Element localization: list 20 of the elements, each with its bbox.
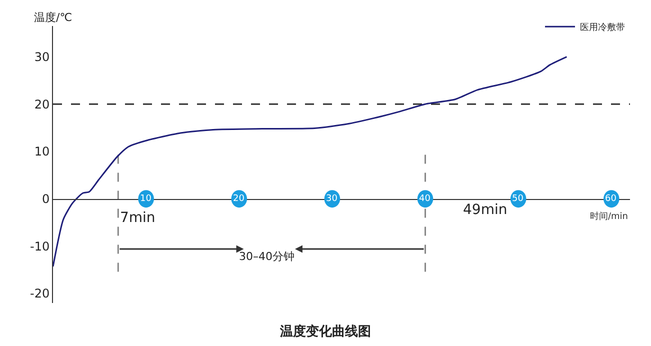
ref-line-label: 7min <box>120 210 156 226</box>
y-tick-label: 20 <box>34 97 50 112</box>
y-tick-label: 0 <box>42 192 50 206</box>
y-tick-label: -20 <box>30 286 50 301</box>
annotation: 49min <box>463 202 508 218</box>
text: 温度变化曲线图 <box>279 324 371 340</box>
x-tick-label: 10 <box>140 194 152 204</box>
line-series <box>53 56 568 268</box>
x-tick-label: 30 <box>326 194 338 204</box>
y-tick-label: 30 <box>34 50 50 64</box>
annotation: 30–40分钟 <box>239 250 294 263</box>
x-tick-label: 20 <box>233 194 245 204</box>
x-axis-title: 时间/min <box>590 211 628 222</box>
x-tick-label: 60 <box>605 194 617 204</box>
legend-label: 医用冷敷带 <box>580 22 625 34</box>
x-tick-label: 40 <box>419 194 431 204</box>
x-tick-label: 50 <box>512 194 524 204</box>
y-tick-label: 10 <box>34 144 50 159</box>
y-tick-label: -10 <box>30 239 50 254</box>
y-axis-title: 温度/℃ <box>34 11 72 24</box>
